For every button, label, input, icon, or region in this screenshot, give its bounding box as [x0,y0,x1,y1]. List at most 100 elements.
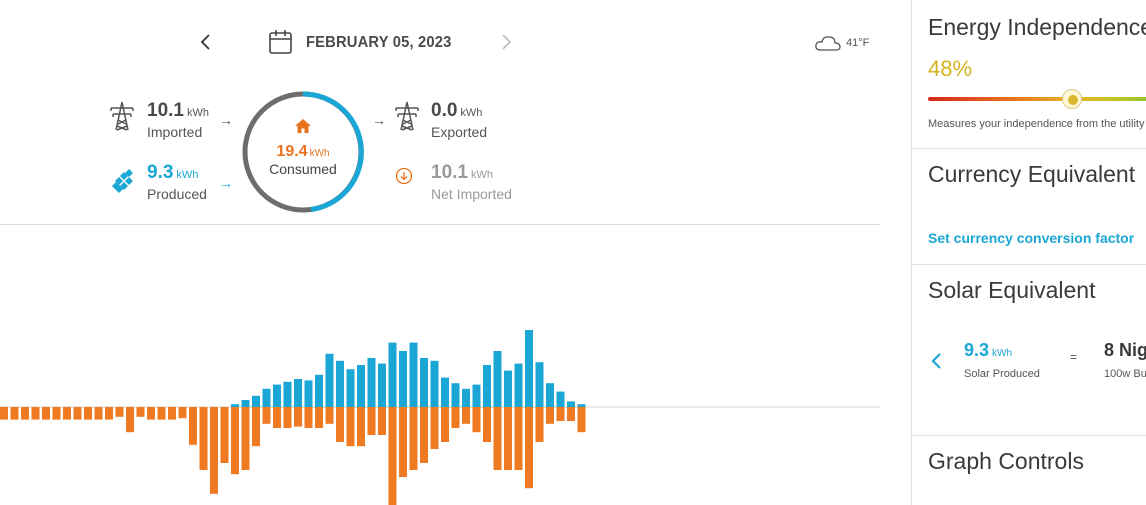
consumed-bar[interactable] [252,407,260,447]
consumed-bar[interactable] [535,407,544,442]
consumed-bar[interactable] [451,407,460,428]
consumed-bar[interactable] [441,407,449,442]
produced-bar[interactable] [525,330,533,407]
produced-bar[interactable] [514,363,523,407]
consumed-bar[interactable] [63,407,71,420]
produced-bar[interactable] [546,383,554,407]
consumed-bar[interactable] [136,407,145,417]
produced-bar[interactable] [483,365,491,407]
produced-bar[interactable] [504,370,512,407]
consumed-bar[interactable] [577,407,586,433]
consumed-bar[interactable] [483,407,491,442]
produced-bar[interactable] [535,362,544,407]
calendar-icon[interactable] [268,28,294,56]
consumed-bar[interactable] [546,407,554,424]
date-label[interactable]: FEBRUARY 05, 2023 [306,34,452,51]
consumed-bar[interactable] [357,407,365,447]
produced-bar[interactable] [399,351,407,407]
consumed-bar[interactable] [21,407,29,420]
produced-bar[interactable] [451,383,460,407]
consumed-bar[interactable] [525,407,533,489]
consumed-bar[interactable] [178,407,187,419]
consumed-bar[interactable] [325,407,334,424]
produced-bar[interactable] [378,363,386,407]
consumed-bar[interactable] [472,407,481,433]
produced-bar[interactable] [241,400,250,407]
produced-bar[interactable] [577,404,586,407]
consumed-bar[interactable] [367,407,376,435]
consumed-bar[interactable] [514,407,523,470]
consumed-bar[interactable] [147,407,155,420]
produced-bar[interactable] [430,360,439,407]
consumed-bar[interactable] [241,407,250,470]
consumed-bar[interactable] [399,407,407,477]
produced-bar[interactable] [567,401,575,407]
consumed-bar[interactable] [420,407,428,463]
consumed-bar[interactable] [126,407,134,433]
consumed-bar[interactable] [283,407,292,428]
produced-bar[interactable] [409,342,418,407]
set-currency-link[interactable]: Set currency conversion factor [928,230,1135,246]
consumed-bar[interactable] [388,407,397,505]
consumed-bar[interactable] [94,407,103,420]
consumed-bar[interactable] [105,407,113,420]
consumed-bar[interactable] [157,407,166,420]
consumed-bar[interactable] [556,407,565,421]
produced-bar[interactable] [283,381,292,407]
chevron-left-icon[interactable] [196,30,216,54]
produced-bar[interactable] [388,342,397,407]
consumed-bar[interactable] [378,407,386,435]
chevron-right-icon[interactable] [496,30,516,54]
produced-bar[interactable] [262,388,271,407]
consumed-bar[interactable] [409,407,418,470]
consumed-bar[interactable] [168,407,176,420]
produced-bar[interactable] [315,374,323,407]
consumed-bar[interactable] [10,407,19,420]
graph-controls-title[interactable]: Graph Controls [928,448,1084,474]
chevron-left-icon[interactable] [930,350,944,372]
produced-bar[interactable] [346,369,355,407]
produced-bar[interactable] [472,384,481,407]
produced-bar[interactable] [493,351,502,407]
produced-bar[interactable] [336,360,344,407]
produced-bar[interactable] [462,388,470,407]
consumed-bar[interactable] [430,407,439,449]
consumed-bar[interactable] [462,407,470,424]
energy-independence-marker [1062,89,1082,109]
consumed-bar[interactable] [304,407,313,428]
consumed-bar[interactable] [336,407,344,442]
consumed-bar[interactable] [0,407,8,420]
produced-bar[interactable] [441,377,449,407]
produced-bar[interactable] [231,404,239,407]
consumed-bar[interactable] [493,407,502,470]
consumed-bar[interactable] [294,407,302,427]
consumed-bar[interactable] [231,407,239,475]
consumed-bar[interactable] [567,407,575,421]
produced-bar[interactable] [273,384,281,407]
consumed-bar[interactable] [199,407,208,470]
consumed-bar[interactable] [315,407,323,428]
consumed-bar[interactable] [52,407,61,420]
produced-bar[interactable] [357,365,365,407]
consumed-bar[interactable] [73,407,82,420]
produced-bar[interactable] [556,391,565,407]
produced-bar[interactable] [367,358,376,407]
consumed-bar[interactable] [262,407,271,424]
produced-bar[interactable] [252,395,260,407]
consumed-bar[interactable] [42,407,50,420]
consumed-bar[interactable] [220,407,229,463]
produced-bar[interactable] [304,380,313,407]
consumed-bar[interactable] [504,407,512,470]
consumed-bar[interactable] [189,407,197,445]
consumed-bar[interactable] [273,407,281,428]
power-tower-icon [395,101,419,131]
consumed-bar[interactable] [210,407,218,494]
produced-arrow: → [219,175,233,191]
consumed-bar[interactable] [346,407,355,447]
produced-bar[interactable] [420,358,428,407]
consumed-bar[interactable] [115,407,124,417]
consumed-bar[interactable] [31,407,40,420]
consumed-bar[interactable] [84,407,92,420]
produced-bar[interactable] [325,353,334,407]
produced-bar[interactable] [294,379,302,407]
